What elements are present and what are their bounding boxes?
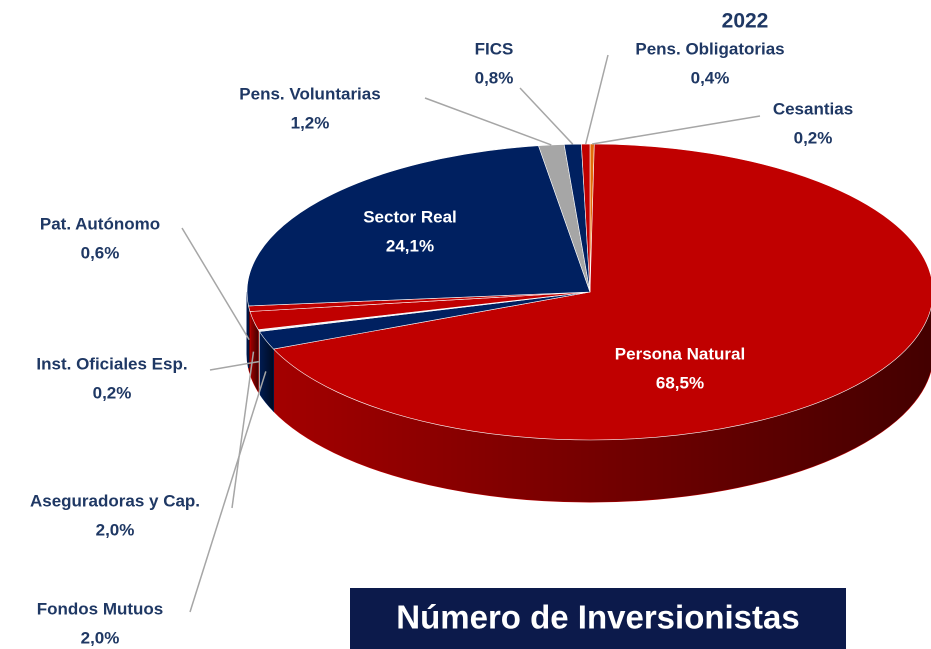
value-label: 68,5% [656, 373, 704, 392]
pie-sides [246, 291, 931, 503]
value-label: 0,8% [475, 68, 514, 87]
value-label: 0,4% [691, 68, 730, 87]
value-label: 2,0% [81, 628, 120, 647]
value-label: 0,2% [93, 383, 132, 402]
category-label: FICS [475, 39, 514, 58]
annotation-box [350, 588, 846, 649]
category-label: Fondos Mutuos [37, 599, 164, 618]
pie-tops [246, 143, 931, 441]
category-label: Pens. Voluntarias [239, 84, 380, 103]
category-label: Pat. Autónomo [40, 214, 160, 233]
category-label: Pens. Obligatorias [635, 39, 784, 58]
side-shade [259, 331, 274, 412]
leader-line [424, 97, 552, 146]
labels: Cesantias 0,2% Persona Natural 68,5% Fondos … [30, 39, 853, 647]
category-label: Inst. Oficiales Esp. [36, 354, 187, 373]
chart-title: 2022 [722, 10, 769, 33]
leader-line [189, 371, 267, 613]
annotation: Número de Inversionistas [396, 599, 799, 636]
slice [272, 143, 931, 441]
value-label: 1,2% [291, 113, 330, 132]
value-label: 0,6% [81, 243, 120, 262]
side-shade [273, 307, 931, 502]
category-label: Sector Real [363, 207, 457, 226]
side-shade [247, 292, 249, 368]
leader-line [584, 54, 609, 145]
slice [246, 145, 591, 307]
leader-line [519, 87, 574, 145]
leader-line [231, 351, 255, 509]
value-label: 24,1% [386, 236, 434, 255]
slice [581, 143, 591, 293]
category-label: Aseguradoras y Cap. [30, 491, 200, 510]
category-label: Cesantias [773, 99, 853, 118]
leader-line [181, 227, 250, 341]
value-label: 0,2% [794, 128, 833, 147]
leader-line [209, 360, 260, 371]
side-shade [249, 311, 259, 392]
category-label: Persona Natural [615, 344, 745, 363]
leader-line [592, 115, 761, 145]
value-label: 2,0% [96, 520, 135, 539]
